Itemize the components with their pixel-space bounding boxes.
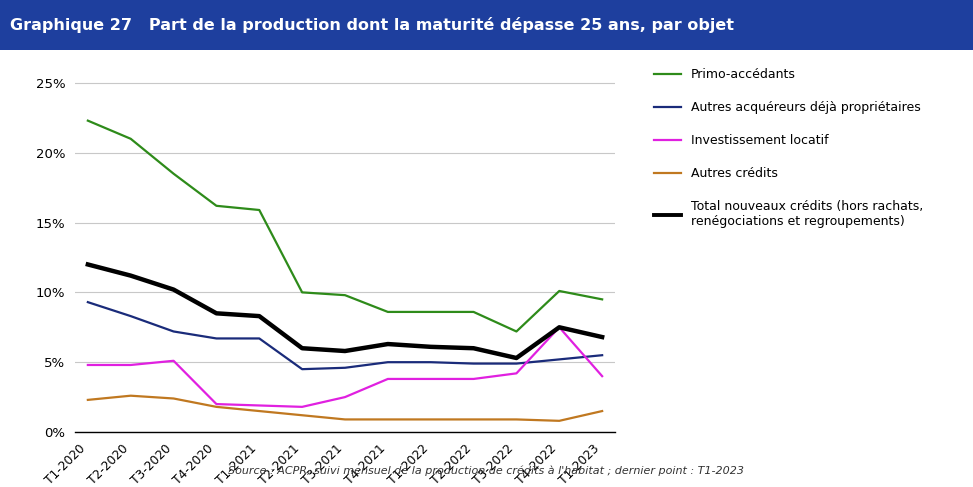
- Text: Source : ACPR, suivi mensuel de la production de crédits à l'habitat ; dernier p: Source : ACPR, suivi mensuel de la produ…: [229, 466, 744, 476]
- Legend: Primo-accédants, Autres acquéreurs déjà propriétaires, Investissement locatif, A: Primo-accédants, Autres acquéreurs déjà …: [654, 68, 923, 228]
- Text: Graphique 27   Part de la production dont la maturité dépasse 25 ans, par objet: Graphique 27 Part de la production dont …: [10, 17, 734, 33]
